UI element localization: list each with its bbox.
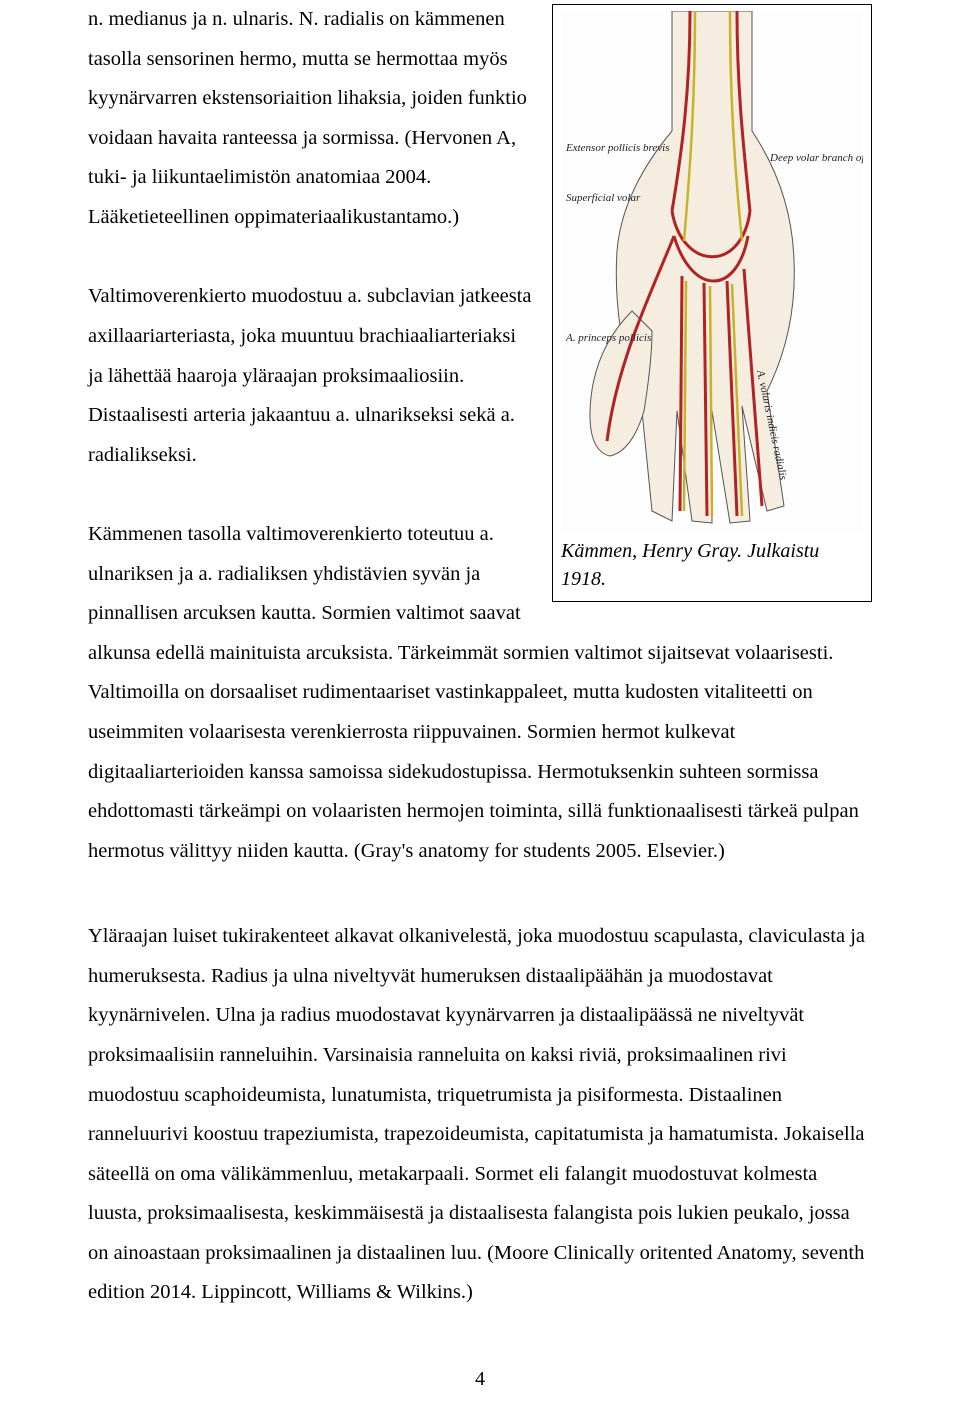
hand-arteries-svg: Extensor pollicis brevis Superficial vol… xyxy=(561,11,863,531)
paragraph-4: Yläraajan luiset tukirakenteet alkavat o… xyxy=(88,917,872,1313)
anatomy-figure: Extensor pollicis brevis Superficial vol… xyxy=(552,4,872,602)
label-princeps: A. princeps pollicis xyxy=(565,332,651,344)
page-number: 4 xyxy=(0,1368,960,1391)
label-deep-volar: Deep volar branch of ulnar xyxy=(769,152,863,164)
anatomy-figure-image: Extensor pollicis brevis Superficial vol… xyxy=(561,11,863,531)
label-superficial-volar: Superficial volar xyxy=(566,192,641,204)
figure-caption: Kämmen, Henry Gray. Julkaistu 1918. xyxy=(561,537,863,593)
label-ext-poll-brevis: Extensor pollicis brevis xyxy=(565,142,669,154)
